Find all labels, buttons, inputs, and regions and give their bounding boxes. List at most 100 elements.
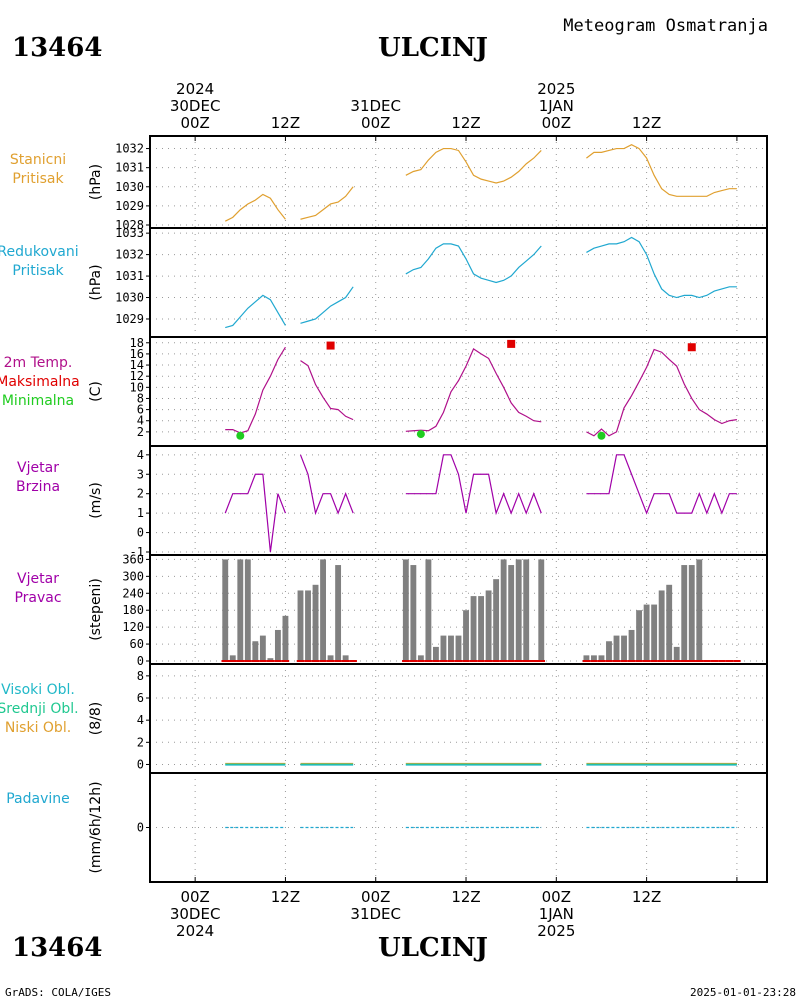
y-tick-label: 1033 [115, 226, 144, 240]
panel-5: 0 60 120 180 240 300 360 Vjetar Pravac (stepeni) [14, 552, 768, 668]
panel-label-line: Niski Obl. [5, 720, 71, 736]
y-tick-label: 360 [122, 552, 144, 566]
time-label-top: 1JAN [539, 97, 574, 115]
direction-bar [335, 565, 342, 661]
direction-bar [417, 655, 424, 661]
y-tick-label: 6 [137, 403, 144, 417]
direction-bar [282, 615, 289, 661]
panel-frame [149, 135, 768, 229]
panel-4: -1 0 1 2 3 4 Vjetar Brzina (m/s) [16, 445, 768, 559]
series-line [300, 186, 354, 220]
panel-label-line: Stanicni [10, 152, 66, 168]
time-label-bottom: 00Z [542, 888, 571, 906]
direction-bar [267, 658, 274, 661]
y-tick-label: 0 [137, 654, 144, 668]
timestamp: 2025-01-01-23:28 [690, 986, 796, 999]
maximum-marker [507, 339, 516, 348]
y-tick-label: 2 [137, 487, 144, 501]
y-tick-label: 1 [137, 506, 144, 520]
y-tick-label: 14 [130, 358, 144, 372]
y-tick-label: 120 [122, 620, 144, 634]
y-axis-label: (C) [88, 381, 104, 402]
time-label-bottom: 00Z [361, 888, 390, 906]
panel-label-line: Brzina [16, 479, 60, 495]
y-axis-label: (m/s) [88, 482, 104, 519]
series-line [300, 286, 354, 324]
direction-bar [688, 565, 695, 661]
maximum-marker [687, 343, 696, 352]
direction-bar [252, 641, 259, 661]
series-line [405, 243, 542, 284]
direction-bar [598, 655, 605, 661]
direction-bar [259, 635, 266, 661]
y-axis-label: (hPa) [88, 164, 104, 200]
panel-7: 0 Padavine (mm/6h/12h) [6, 772, 768, 883]
direction-bar [432, 646, 439, 661]
y-tick-label: 180 [122, 603, 144, 617]
time-label-bottom: 31DEC [350, 905, 401, 923]
panel-label-line: Pravac [14, 590, 61, 606]
time-label-bottom: 30DEC [170, 905, 221, 923]
panel-label-line: Srednji Obl. [0, 701, 79, 717]
y-tick-label: 2 [137, 735, 144, 749]
station-id-bottom: 13464 [12, 933, 102, 963]
y-tick-label: 6 [137, 691, 144, 705]
time-label-bottom: 1JAN [539, 905, 574, 923]
time-label-top: 12Z [632, 114, 661, 132]
direction-bar [538, 559, 545, 661]
direction-bar [342, 655, 349, 661]
direction-bar [583, 655, 590, 661]
panel-label-line: Padavine [6, 791, 70, 807]
panel-label-line: Visoki Obl. [1, 682, 75, 698]
y-tick-label: 16 [130, 347, 144, 361]
direction-bar [425, 559, 432, 661]
y-tick-label: 4 [137, 713, 144, 727]
direction-bar [470, 596, 477, 661]
y-tick-label: 1030 [115, 291, 144, 305]
direction-bar [455, 635, 462, 661]
time-label-top: 2024 [176, 80, 214, 98]
time-label-top: 00Z [180, 114, 209, 132]
panel-label-line: Redukovani [0, 244, 79, 260]
direction-bar [628, 629, 635, 661]
direction-bar [410, 565, 417, 661]
time-label-bottom: 12Z [632, 888, 661, 906]
series-line [300, 360, 354, 421]
y-tick-label: 0 [137, 821, 144, 835]
direction-bar [591, 655, 597, 661]
time-label-top: 30DEC [170, 97, 221, 115]
time-label-top: 12Z [451, 114, 480, 132]
station-name-bottom: ULCINJ [378, 933, 488, 963]
y-tick-label: 18 [130, 336, 144, 350]
y-axis-label: (mm/6h/12h) [88, 781, 104, 873]
panel-label-line: Maksimalna [0, 374, 80, 390]
panel-frame [149, 336, 768, 447]
direction-bar [463, 610, 469, 661]
series-line [586, 348, 737, 437]
y-tick-label: 300 [122, 569, 144, 583]
series-line [405, 454, 542, 516]
product-title: Meteogram Osmatranja [563, 16, 768, 36]
time-label-bottom: 2024 [176, 922, 214, 940]
direction-bar [312, 584, 319, 661]
panel-label-line: Pritisak [12, 263, 64, 279]
y-tick-label: 1030 [115, 180, 144, 194]
direction-bar [500, 559, 507, 661]
series-line [225, 294, 286, 329]
y-tick-label: 0 [137, 526, 144, 540]
time-label-bottom: 12Z [271, 888, 300, 906]
series-line [586, 236, 737, 299]
panel-frame [149, 227, 768, 338]
y-tick-label: 8 [137, 391, 144, 405]
direction-bar [229, 655, 236, 661]
y-tick-label: 2 [137, 425, 144, 439]
panel-label-line: Vjetar [17, 460, 59, 476]
minimum-marker [416, 430, 425, 439]
series-line [586, 454, 737, 515]
direction-bar [515, 559, 522, 661]
direction-bar [274, 629, 281, 661]
